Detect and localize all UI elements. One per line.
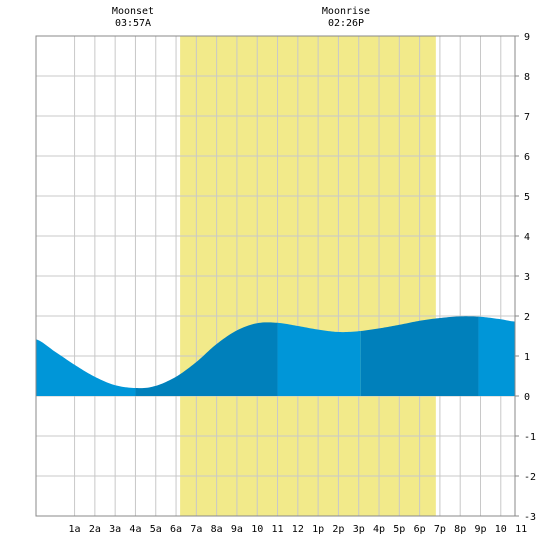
tide-area-light <box>277 322 361 396</box>
moonset-label: Moonset 03:57A <box>93 6 173 30</box>
tide-area-dark <box>360 316 479 396</box>
x-tick-label: 10 <box>495 524 507 535</box>
y-tick-label: 4 <box>524 232 530 243</box>
grid-layer <box>36 35 515 517</box>
y-tick-label: -3 <box>524 512 536 523</box>
x-tick-label: 8a <box>211 524 223 535</box>
moonrise-title: Moonrise <box>321 6 371 17</box>
x-tick-label: 2p <box>332 524 344 535</box>
moonrise-time: 02:26P <box>327 18 365 29</box>
y-tick-label: 7 <box>524 112 530 123</box>
y-tick-label: 6 <box>524 152 530 163</box>
x-tick-label: 9a <box>231 524 243 535</box>
x-tick-label: 5a <box>150 524 162 535</box>
x-tick-label: 6p <box>414 524 426 535</box>
x-tick-label: 2a <box>89 524 101 535</box>
y-tick-label: -2 <box>524 472 536 483</box>
x-tick-label: 6a <box>170 524 182 535</box>
x-tick-label: 3p <box>353 524 365 535</box>
x-tick-label: 1p <box>312 524 324 535</box>
x-tick-label: 11 <box>272 524 284 535</box>
tide-area-light <box>36 339 136 396</box>
x-tick-label: 7a <box>190 524 202 535</box>
y-tick-label: 9 <box>524 32 530 43</box>
y-axis: -3 -2 -1 0 1 2 3 4 5 6 7 8 9 <box>515 32 536 523</box>
x-tick-label: 9p <box>474 524 486 535</box>
tide-area-light <box>478 316 515 396</box>
tide-area-dark <box>135 322 278 396</box>
x-tick-label: 4a <box>129 524 141 535</box>
y-tick-label: 0 <box>524 392 530 403</box>
x-tick-label: 8p <box>454 524 466 535</box>
moonset-time: 03:57A <box>114 18 152 29</box>
moonset-title: Moonset <box>111 6 155 17</box>
x-tick-label: 10 <box>251 524 263 535</box>
moonrise-label: Moonrise 02:26P <box>306 6 386 30</box>
y-tick-label: 8 <box>524 72 530 83</box>
x-axis: 1a 2a 3a 4a 5a 6a 7a 8a 9a 10 11 12 1p 2p 3p 4p 5p 6p 7p 8p… <box>69 524 528 535</box>
y-tick-label: 5 <box>524 192 530 203</box>
y-tick-label: 3 <box>524 272 530 283</box>
y-tick-label: 2 <box>524 312 530 323</box>
x-tick-label: 3a <box>109 524 121 535</box>
x-tick-label: 5p <box>393 524 405 535</box>
tide-layer <box>36 316 515 396</box>
x-tick-label: 1a <box>69 524 81 535</box>
y-tick-label: 1 <box>524 352 530 363</box>
x-tick-label: 12 <box>292 524 304 535</box>
x-tick-label: 7p <box>434 524 446 535</box>
x-tick-label: 4p <box>373 524 385 535</box>
y-tick-label: -1 <box>524 432 536 443</box>
x-tick-label: 11 <box>515 524 527 535</box>
